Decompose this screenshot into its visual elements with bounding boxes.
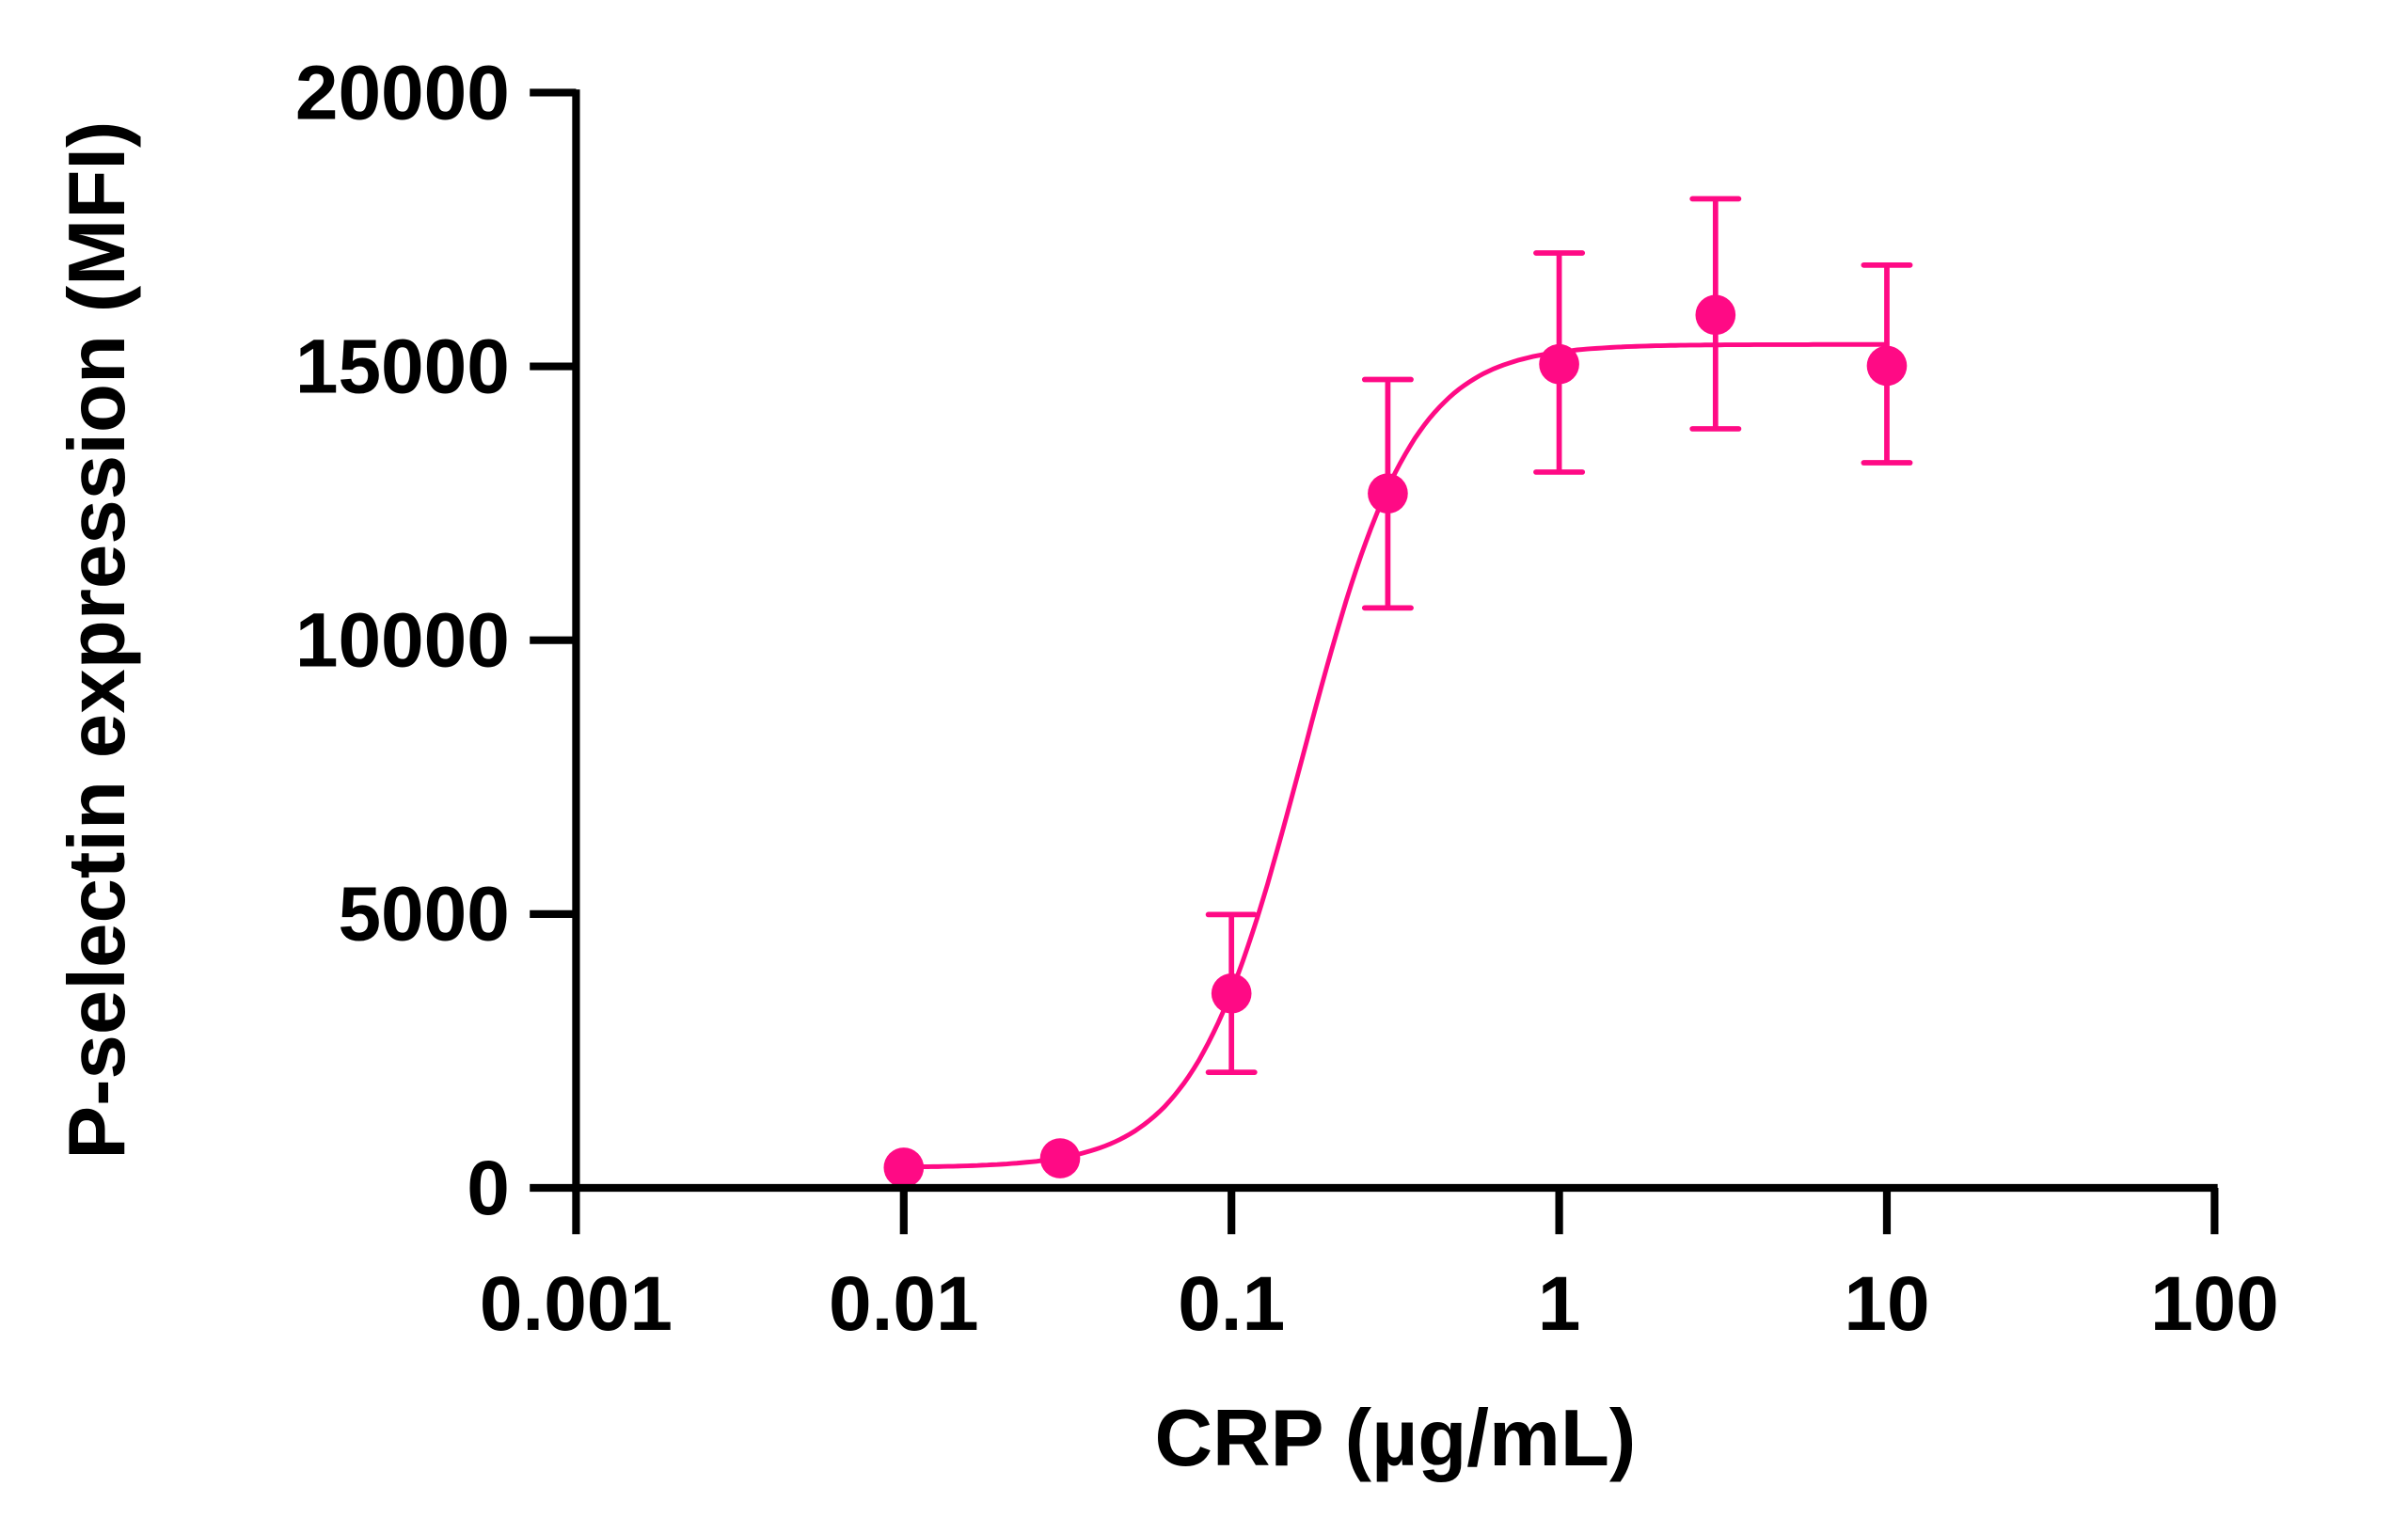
x-tick-label: 0.1 <box>1178 1261 1285 1347</box>
data-point <box>1539 343 1579 385</box>
x-tick-label: 0.001 <box>480 1261 673 1347</box>
y-tick-label: 10000 <box>295 598 510 684</box>
x-axis-label: CRP (µg/mL) <box>1154 1394 1636 1483</box>
data-point <box>1211 972 1252 1014</box>
y-axis-label: P-selectin expression (MFI) <box>53 121 142 1160</box>
x-tick-label: 0.01 <box>829 1261 979 1347</box>
x-tick-label: 10 <box>1844 1261 1929 1347</box>
data-point <box>1695 294 1736 336</box>
x-tick-label: 1 <box>1538 1261 1581 1347</box>
fit-curve <box>903 341 1887 1170</box>
data-point <box>1368 473 1408 514</box>
data-point <box>1039 1138 1081 1178</box>
y-tick-label: 5000 <box>338 872 509 957</box>
y-tick-label: 0 <box>467 1146 510 1231</box>
y-tick-label: 15000 <box>295 324 510 409</box>
data-point <box>1866 345 1908 387</box>
x-tick-label: 100 <box>2150 1261 2279 1347</box>
y-tick-label: 20000 <box>295 50 510 135</box>
data-point <box>883 1147 925 1188</box>
